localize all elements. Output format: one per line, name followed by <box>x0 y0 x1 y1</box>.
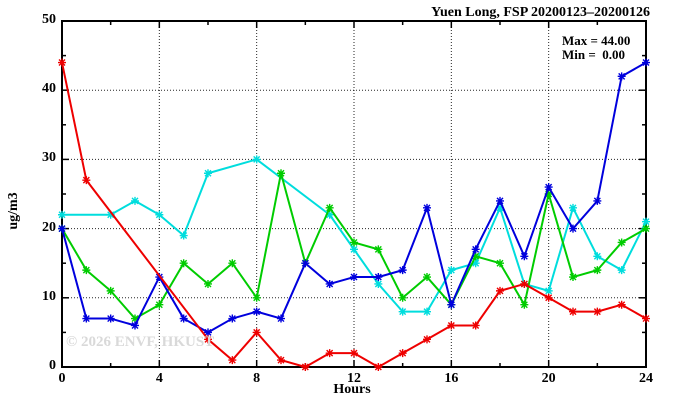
blue-line-markers <box>58 58 650 337</box>
x-axis-label: Hours <box>333 382 371 397</box>
y-tick-label: 10 <box>42 288 56 304</box>
y-axis-label: ug/m3 <box>6 192 21 230</box>
y-tick-label: 50 <box>42 12 56 27</box>
y-tick-label: 30 <box>42 150 56 166</box>
watermark: © 2026 ENVF, HKUST <box>66 334 215 350</box>
x-tick-label: 4 <box>155 371 163 386</box>
x-tick-label: 16 <box>444 371 459 386</box>
y-tick-label: 40 <box>42 81 56 97</box>
y-tick-label: 20 <box>42 219 56 235</box>
chart-title: Yuen Long, FSP 20200123–20200126 <box>431 5 650 20</box>
cyan-line-markers <box>58 155 650 316</box>
red-line-markers <box>58 58 650 371</box>
x-tick-label: 20 <box>541 371 556 386</box>
x-tick-label: 12 <box>347 371 361 386</box>
x-tick-label: 0 <box>58 371 66 386</box>
y-tick-label: 0 <box>49 358 56 373</box>
max-annotation: Max = 44.00 <box>562 33 631 48</box>
min-annotation: Min = 0.00 <box>562 47 626 62</box>
x-tick-label: 8 <box>253 371 261 386</box>
x-tick-label: 24 <box>639 371 653 386</box>
